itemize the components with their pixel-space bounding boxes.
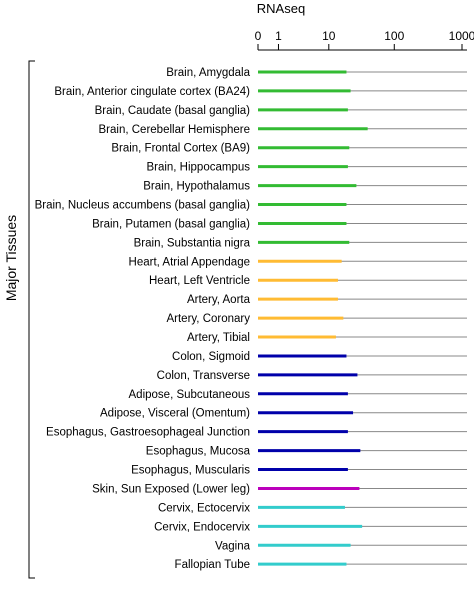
x-tick-label: 10	[322, 29, 336, 43]
category-label: Brain, Hypothalamus	[143, 181, 250, 193]
category-label: Cervix, Ectocervix	[158, 502, 250, 514]
category-label: Cervix, Endocervix	[154, 521, 250, 533]
category-label: Artery, Tibial	[187, 332, 250, 344]
category-label: Artery, Aorta	[187, 294, 251, 306]
category-label: Adipose, Visceral (Omentum)	[100, 408, 250, 420]
category-label: Brain, Cerebellar Hemisphere	[99, 124, 250, 136]
category-label: Esophagus, Gastroesophageal Junction	[46, 427, 250, 439]
category-label: Brain, Putamen (basal ganglia)	[92, 218, 250, 230]
category-label: Brain, Amygdala	[166, 67, 250, 79]
category-label: Colon, Sigmoid	[172, 351, 250, 363]
category-label: Brain, Substantia nigra	[134, 237, 251, 249]
x-tick-label: 0	[255, 29, 262, 43]
category-label: Adipose, Subcutaneous	[129, 389, 251, 401]
category-label: Brain, Hippocampus	[146, 162, 250, 174]
category-label: Vagina	[215, 540, 251, 552]
x-axis-ticks: 0 1 10 100 1000	[255, 29, 474, 50]
x-tick-label: 1	[275, 29, 282, 43]
chart-rows: Brain, Amygdala Brain, Anterior cingulate…	[35, 67, 467, 571]
category-label: Colon, Transverse	[157, 370, 250, 382]
x-tick-label: 1000	[449, 29, 474, 43]
category-label: Brain, Nucleus accumbens (basal ganglia)	[35, 200, 251, 212]
category-label: Esophagus, Muscularis	[131, 465, 250, 477]
category-label: Artery, Coronary	[166, 313, 250, 325]
category-label: Heart, Left Ventricle	[149, 275, 250, 287]
chart-title: RNAseq	[257, 1, 305, 16]
category-label: Fallopian Tube	[175, 559, 250, 571]
category-label: Esophagus, Mucosa	[146, 446, 251, 458]
group-bracket	[28, 60, 35, 579]
category-label: Heart, Atrial Appendage	[129, 256, 250, 268]
category-label: Brain, Caudate (basal ganglia)	[95, 105, 251, 117]
y-group-label: Major Tissues	[3, 215, 19, 301]
category-label: Brain, Anterior cingulate cortex (BA24)	[54, 86, 250, 98]
category-label: Skin, Sun Exposed (Lower leg)	[92, 483, 250, 495]
category-label: Brain, Frontal Cortex (BA9)	[111, 143, 250, 155]
x-tick-label: 100	[384, 29, 404, 43]
